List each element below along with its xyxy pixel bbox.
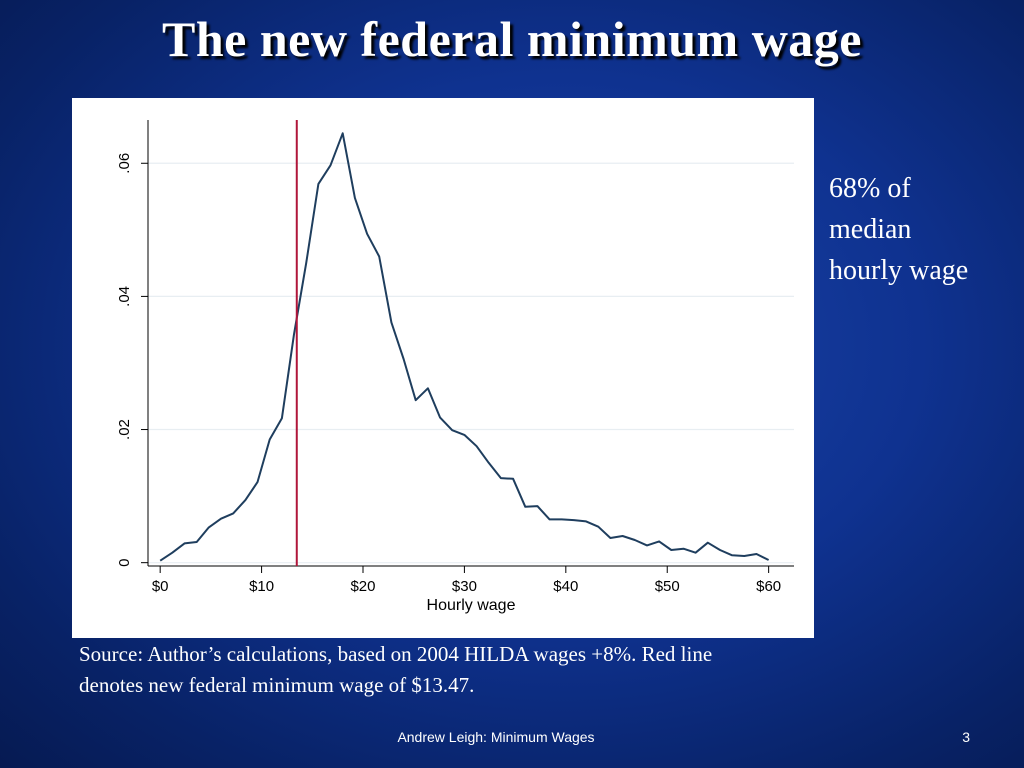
- slide-title: The new federal minimum wage: [161, 11, 863, 67]
- x-tick-label: $20: [350, 578, 375, 595]
- side-note-line: median: [829, 214, 912, 245]
- source-line: Source: Author’s calculations, based on …: [79, 642, 713, 666]
- y-tick-label: .04: [116, 286, 133, 307]
- x-axis-title: Hourly wage: [427, 597, 516, 614]
- plot-background: [148, 120, 794, 566]
- y-tick-label: 0: [116, 558, 133, 566]
- side-note-line: hourly wage: [829, 255, 969, 286]
- data-marks: [159, 120, 770, 566]
- x-tick-label: $60: [756, 578, 781, 595]
- source-line: denotes new federal minimum wage of $13.…: [79, 673, 475, 697]
- chart-svg: 0 .02 .04 .06 $0 $10 $20 $30 $40 $50 $60 Hourly wa…: [116, 120, 794, 614]
- x-tick-label: $10: [249, 578, 274, 595]
- axes: 0 .02 .04 .06 $0 $10 $20 $30 $40 $50 $60: [116, 120, 794, 595]
- y-tick-label: .06: [116, 153, 133, 174]
- page-number: 3: [962, 729, 970, 745]
- wage-density-chart: 0 .02 .04 .06 $0 $10 $20 $30 $40 $50 $60 Hourly wa…: [72, 98, 814, 638]
- density-line: [159, 132, 770, 562]
- x-tick-label: $40: [553, 578, 578, 595]
- x-tick-label: $0: [152, 578, 169, 595]
- slide-footer: Andrew Leigh: Minimum Wages: [397, 729, 595, 745]
- x-tick-label: $50: [655, 578, 680, 595]
- y-tick-label: .02: [116, 419, 133, 440]
- x-tick-label: $30: [452, 578, 477, 595]
- source-note: Source: Author’s calculations, based on …: [79, 639, 824, 701]
- side-note: 68% of median hourly wage: [829, 168, 1019, 291]
- grid-lines: [148, 162, 794, 564]
- side-note-line: 68% of: [829, 173, 911, 204]
